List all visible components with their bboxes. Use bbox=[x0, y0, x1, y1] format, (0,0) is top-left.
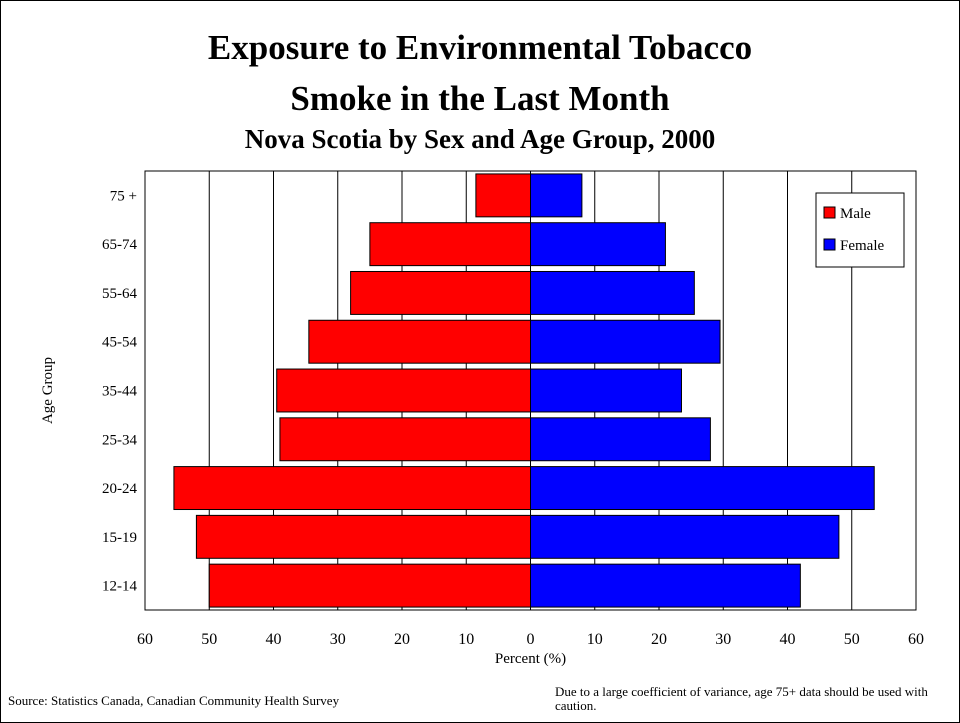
bar-female-35-44 bbox=[530, 368, 682, 413]
x-tick-label: 0 bbox=[527, 631, 535, 648]
y-tick-label: 25-34 bbox=[102, 432, 137, 448]
bar-male-35-44 bbox=[276, 368, 531, 413]
x-tick-label: 10 bbox=[587, 631, 603, 648]
caution-note: Due to a large coefficient of variance, … bbox=[555, 684, 928, 713]
bar-female-55-64 bbox=[530, 270, 695, 315]
x-tick-label: 10 bbox=[458, 631, 474, 648]
legend-label-male: Male bbox=[840, 206, 871, 222]
bar-male-12-14 bbox=[208, 563, 531, 608]
source-note: Source: Statistics Canada, Canadian Comm… bbox=[8, 693, 340, 708]
y-tick-label: 20-24 bbox=[102, 481, 137, 497]
bar-female-45-54 bbox=[530, 319, 721, 364]
legend-label-female: Female bbox=[840, 238, 884, 254]
chart-subtitle: Nova Scotia by Sex and Age Group, 2000 bbox=[244, 124, 716, 154]
x-tick-label: 50 bbox=[201, 631, 217, 648]
x-tick-label: 40 bbox=[780, 631, 796, 648]
legend-swatch-female bbox=[823, 238, 836, 251]
bar-male-75 bbox=[475, 173, 532, 218]
bar-male-45-54 bbox=[308, 319, 531, 364]
bar-female-75 bbox=[530, 173, 583, 218]
y-tick-label: 65-74 bbox=[102, 237, 137, 253]
y-tick-label: 35-44 bbox=[102, 384, 137, 400]
x-tick-label: 20 bbox=[394, 631, 410, 648]
bar-male-25-34 bbox=[279, 417, 531, 462]
y-tick-label: 45-54 bbox=[102, 335, 137, 351]
legend-swatch-male bbox=[823, 206, 836, 219]
bar-male-55-64 bbox=[350, 270, 531, 315]
bar-female-25-34 bbox=[530, 417, 711, 462]
bar-male-65-74 bbox=[369, 222, 531, 267]
chart-title-line-1: Exposure to Environmental Tobacco bbox=[207, 28, 753, 67]
plot-area-border bbox=[144, 170, 917, 611]
x-tick-label: 30 bbox=[330, 631, 346, 648]
y-tick-label: 12-14 bbox=[102, 579, 137, 595]
bar-female-65-74 bbox=[530, 222, 666, 267]
bar-female-20-24 bbox=[530, 466, 875, 511]
x-tick-label: 50 bbox=[844, 631, 860, 648]
x-tick-label: 30 bbox=[715, 631, 731, 648]
bar-male-20-24 bbox=[173, 466, 531, 511]
x-tick-label: 40 bbox=[266, 631, 282, 648]
y-tick-label: 75 + bbox=[110, 188, 137, 204]
bar-female-12-14 bbox=[530, 563, 801, 608]
bar-male-15-19 bbox=[195, 514, 531, 559]
x-tick-label: 60 bbox=[137, 631, 153, 648]
chart-title-line-2: Smoke in the Last Month bbox=[290, 79, 670, 118]
y-tick-label: 15-19 bbox=[102, 530, 137, 546]
y-tick-label: 55-64 bbox=[102, 286, 137, 302]
x-axis-label: Percent (%) bbox=[495, 651, 566, 667]
x-tick-label: 60 bbox=[908, 631, 924, 648]
y-axis-label: Age Group bbox=[40, 357, 56, 424]
bar-female-15-19 bbox=[530, 514, 840, 559]
legend-box bbox=[815, 192, 905, 268]
x-tick-label: 20 bbox=[651, 631, 667, 648]
